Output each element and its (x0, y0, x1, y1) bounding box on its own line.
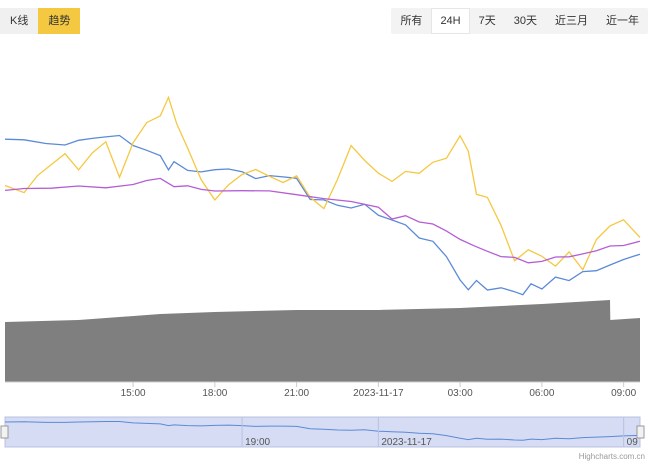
series-line-3 (4, 177, 641, 264)
range-7d-button[interactable]: 7天 (478, 15, 496, 27)
x-tick-label: 09:00 (611, 388, 636, 399)
navigator-left-handle[interactable] (0, 425, 9, 439)
series-line-2 (4, 95, 641, 272)
range-3m-button[interactable]: 近三月 (555, 15, 588, 27)
x-axis-ticks: 15:00 18:00 21:00 2023-11-17 03:00 06:00 09:00 (121, 382, 637, 399)
range-30d-button[interactable]: 30天 (513, 15, 537, 27)
navigator-tick-label: 19:00 (245, 437, 270, 448)
series-line-1 (4, 134, 641, 296)
navigator-series (4, 421, 641, 441)
range-1y-button[interactable]: 近一年 (606, 15, 639, 27)
chart-mode-tabs: K线 趋势 (0, 8, 81, 34)
price-trend-chart: 15:00 18:00 21:00 2023-11-17 03:00 06:00 09:00… (0, 95, 645, 461)
credit-text[interactable]: Highcharts.com.cn (579, 452, 645, 461)
x-tick-label: 18:00 (202, 388, 227, 399)
x-tick-label: 2023-11-17 (353, 388, 404, 399)
volume-area-layer (5, 300, 640, 382)
x-tick-label: 15:00 (121, 388, 146, 399)
range-all-button[interactable]: 所有 (400, 15, 423, 27)
x-tick-label: 21:00 (284, 388, 309, 399)
navigator-tick-label: 09 (627, 437, 639, 448)
navigator-right-handle[interactable] (636, 425, 645, 439)
navigator[interactable]: 19:00 2023-11-17 09 (0, 416, 645, 448)
x-tick-label: 06:00 (529, 388, 554, 399)
range-24h-button[interactable]: 24H (431, 8, 470, 34)
navigator-tick-label: 2023-11-17 (381, 437, 432, 448)
tab-trend[interactable]: 趋势 (38, 8, 81, 34)
range-selector: 所有 24H 7天 30天 近三月 近一年 (391, 8, 648, 34)
navigator-ticks: 19:00 2023-11-17 09 (241, 417, 639, 448)
volume-area (5, 300, 640, 382)
tab-kline[interactable]: K线 (0, 8, 39, 34)
x-tick-label: 03:00 (448, 388, 473, 399)
navigator-line (4, 421, 641, 441)
series-lines-layer (4, 95, 641, 296)
